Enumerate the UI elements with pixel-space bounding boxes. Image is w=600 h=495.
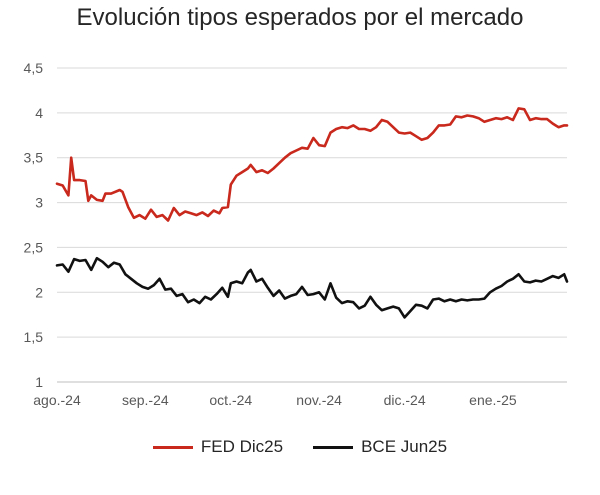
x-tick-label: ene.-25 (469, 392, 517, 408)
series-lines (55, 107, 569, 319)
legend-label-bce: BCE Jun25 (361, 437, 448, 456)
legend-item-fed: FED Dic25 (152, 437, 284, 457)
x-tick-label: nov.-24 (296, 392, 342, 408)
chart-title: Evolución tipos esperados por el mercado (76, 4, 524, 31)
legend-item-bce: BCE Jun25 (313, 437, 447, 457)
grid-lines (57, 67, 567, 338)
y-tick-label: 3,5 (24, 150, 44, 166)
x-tick-label: dic.-24 (384, 392, 426, 408)
y-tick-label: 1,5 (24, 329, 44, 345)
legend-label-fed: FED Dic25 (200, 437, 284, 456)
legend: FED Dic25 BCE Jun25 (0, 437, 600, 457)
x-tick-label: sep.-24 (122, 392, 169, 408)
x-tick-label: ago.-24 (33, 392, 81, 408)
y-tick-label: 2,5 (24, 239, 44, 255)
y-tick-label: 1 (35, 374, 43, 390)
series-line-1 (55, 256, 569, 319)
y-tick-label: 4 (35, 105, 43, 121)
legend-swatch-fed (152, 445, 193, 449)
y-tick-label: 3 (35, 195, 43, 211)
x-axis-ticks: ago.-24 sep.-24 oct.-24 nov.-24 dic.-24 ene.-… (33, 392, 517, 408)
series-line-0 (55, 107, 569, 222)
y-axis-ticks: 1 1,5 2 2,5 3 3,5 4 4,5 (24, 60, 44, 390)
legend-swatch-bce (313, 445, 354, 449)
x-tick-label: oct.-24 (209, 392, 252, 408)
y-tick-label: 4,5 (24, 60, 44, 76)
y-tick-label: 2 (35, 284, 43, 300)
